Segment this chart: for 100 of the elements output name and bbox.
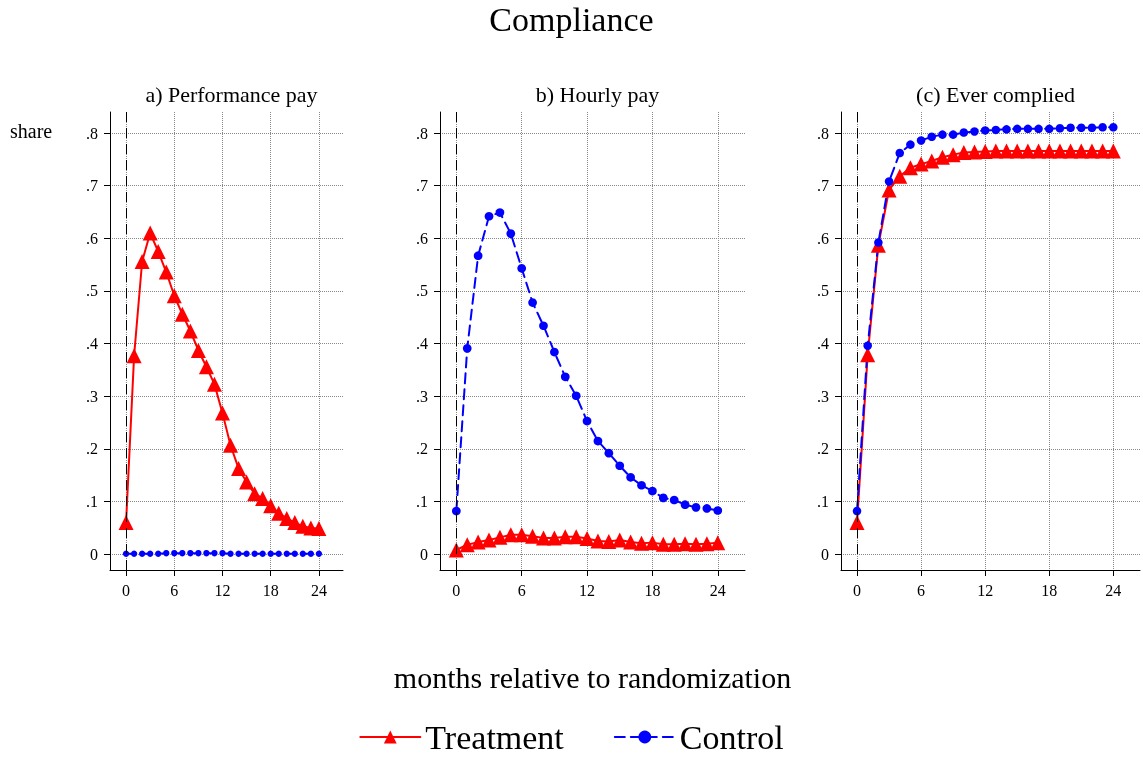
x-tick-label: 0 <box>853 581 862 599</box>
point <box>1055 124 1065 133</box>
point <box>713 506 723 515</box>
y-tick-label: .3 <box>817 387 829 405</box>
point <box>669 495 679 505</box>
x-tick-label: 0 <box>122 581 131 599</box>
point <box>470 534 486 550</box>
point <box>462 344 472 353</box>
chart-title: b) Hourly pay <box>535 81 660 107</box>
point <box>902 160 918 176</box>
point <box>948 130 958 139</box>
point <box>484 211 494 221</box>
point <box>970 127 979 136</box>
point <box>892 168 908 184</box>
point <box>913 156 929 172</box>
point <box>206 376 222 392</box>
point <box>146 550 154 557</box>
chart-title: (c) Ever complied <box>916 81 1075 107</box>
y-tick-label: .1 <box>817 493 829 511</box>
point <box>259 550 266 557</box>
point <box>860 347 876 363</box>
y-tick-label: .3 <box>416 387 428 405</box>
point <box>267 550 274 557</box>
point <box>637 480 646 490</box>
chart-title: a) Performance pay <box>145 81 318 107</box>
x-tick-label: 6 <box>917 581 926 599</box>
y-tick-label: 0 <box>821 545 829 563</box>
y-axis-title: share <box>10 120 53 142</box>
y-tick-label: 0 <box>90 545 98 563</box>
point <box>593 436 603 446</box>
point <box>655 536 671 552</box>
point <box>977 143 993 159</box>
point <box>938 130 947 139</box>
x-tick-label: 6 <box>170 581 179 599</box>
y-tick-label: .8 <box>416 124 428 142</box>
point <box>644 535 660 551</box>
point <box>307 550 315 557</box>
x-tick-label: 0 <box>452 581 461 599</box>
point <box>174 306 190 322</box>
point <box>473 251 483 261</box>
y-tick-label: .1 <box>86 493 98 511</box>
point <box>677 536 693 552</box>
point <box>142 225 158 241</box>
x-tick-label: 24 <box>1105 581 1122 599</box>
point <box>291 550 299 557</box>
y-tick-label: .4 <box>817 335 829 353</box>
point <box>299 550 307 557</box>
y-tick-label: .8 <box>817 124 829 142</box>
point <box>1109 123 1118 132</box>
point <box>571 391 581 401</box>
point <box>1002 125 1011 134</box>
point <box>906 140 915 149</box>
point <box>1044 124 1054 134</box>
point <box>934 149 950 165</box>
point <box>1105 143 1121 159</box>
x-tick-label: 18 <box>262 581 279 599</box>
point <box>924 153 940 169</box>
x-tick-label: 18 <box>644 581 661 599</box>
y-tick-label: .6 <box>817 229 829 247</box>
y-tick-label: .2 <box>817 440 829 458</box>
point <box>235 550 242 557</box>
point <box>550 347 559 357</box>
point <box>604 448 614 458</box>
point <box>658 493 668 503</box>
legend-label: Treatment <box>425 718 565 756</box>
point <box>171 549 178 557</box>
point <box>179 549 186 557</box>
point <box>999 143 1015 159</box>
x-tick-label: 24 <box>310 581 327 599</box>
y-tick-label: .5 <box>817 282 829 300</box>
point <box>203 549 210 557</box>
point <box>163 549 170 557</box>
point <box>884 177 894 186</box>
point <box>688 536 704 552</box>
point <box>615 461 625 471</box>
y-tick-label: .4 <box>416 335 428 353</box>
point <box>666 536 682 552</box>
point <box>699 536 715 552</box>
point <box>959 128 969 137</box>
x-tick-label: 18 <box>1041 581 1058 599</box>
point <box>1012 124 1022 134</box>
point <box>166 288 182 304</box>
text: Compliance <box>489 0 654 38</box>
point <box>648 486 657 496</box>
y-tick-label: .6 <box>416 229 428 247</box>
point <box>680 500 690 510</box>
y-tick-label: .6 <box>86 229 98 247</box>
x-tick-label: 12 <box>214 581 231 599</box>
y-tick-label: .3 <box>86 387 98 405</box>
point <box>623 534 639 550</box>
point <box>243 550 250 557</box>
point <box>492 529 508 545</box>
point <box>560 372 570 382</box>
point <box>187 549 194 557</box>
x-tick-label: 12 <box>579 581 596 599</box>
point <box>126 348 142 364</box>
point <box>219 549 226 557</box>
point <box>916 136 926 145</box>
point <box>863 341 872 351</box>
y-tick-label: .7 <box>416 177 428 195</box>
